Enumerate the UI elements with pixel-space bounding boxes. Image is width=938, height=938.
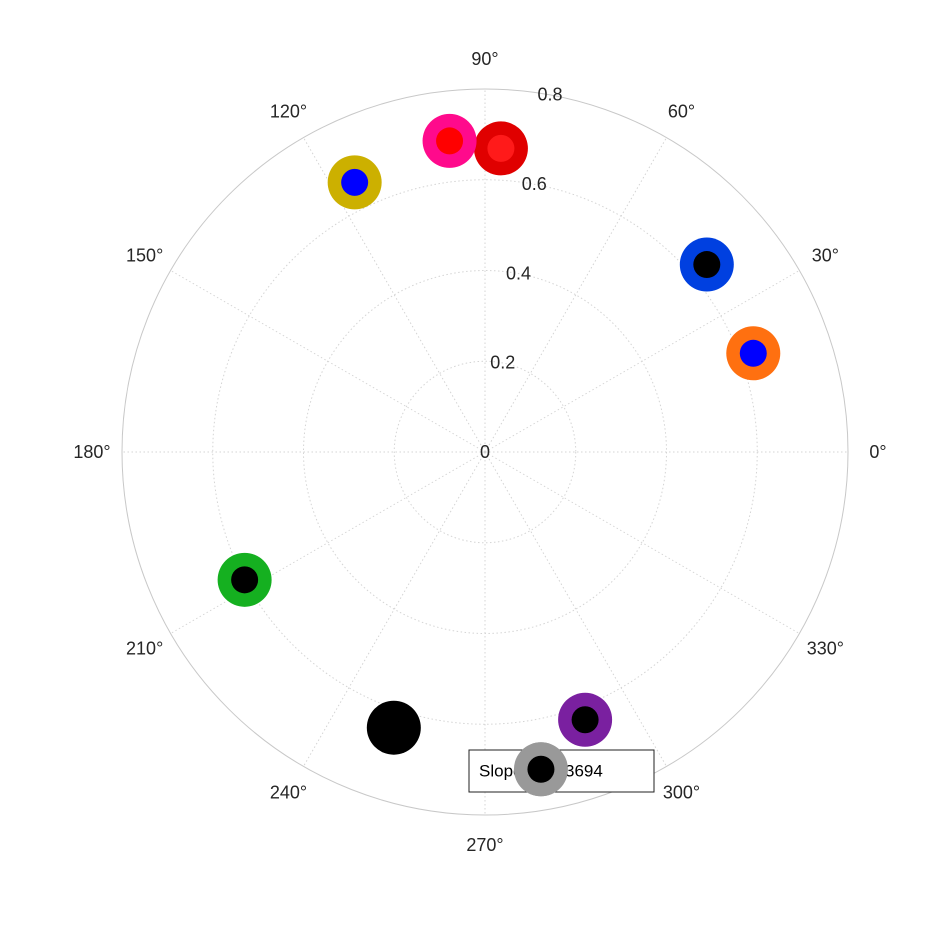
- data-point-inner[interactable]: [527, 755, 555, 783]
- outer-ring: [121, 88, 849, 816]
- angle-tick-label: 120°: [270, 102, 307, 122]
- angular-grid-line: [484, 451, 667, 767]
- data-point-inner[interactable]: [380, 714, 408, 742]
- data-point-inner[interactable]: [487, 134, 515, 162]
- angular-grid-line: [170, 270, 486, 453]
- angle-tick-label: 30°: [812, 246, 839, 266]
- data-point[interactable]: [473, 121, 528, 176]
- radial-grid-circle: [393, 360, 577, 544]
- angle-tick-label: 330°: [807, 639, 844, 659]
- radial-tick-label: 0.8: [538, 85, 563, 105]
- radial-tick-labels: 0 0.2 0.4 0.6 0.8: [480, 85, 563, 462]
- angular-grid-line: [484, 270, 800, 453]
- data-point[interactable]: [558, 692, 613, 747]
- data-point[interactable]: [726, 326, 781, 381]
- data-point-inner[interactable]: [739, 339, 767, 367]
- radial-tick-label: 0: [480, 442, 490, 462]
- angle-tick-labels: 0° 30° 60° 90° 120° 150° 180° 210° 240° 270° 300° 3…: [73, 49, 886, 855]
- angle-tick-label: 210°: [126, 639, 163, 659]
- data-point[interactable]: [217, 552, 272, 607]
- radial-tick-label: 0.4: [506, 263, 531, 283]
- data-point-inner[interactable]: [571, 706, 599, 734]
- angle-tick-label: 300°: [663, 782, 700, 802]
- angle-tick-label: 150°: [126, 246, 163, 266]
- angular-grid-line: [303, 451, 486, 767]
- data-point[interactable]: [679, 237, 734, 292]
- angular-grid-line: [484, 137, 667, 453]
- angular-grid-line: [484, 451, 800, 634]
- angular-grid-line: [170, 451, 486, 634]
- angle-tick-label: 270°: [466, 835, 503, 855]
- polar-grid: [121, 88, 849, 816]
- data-point-inner[interactable]: [693, 251, 721, 279]
- data-markers: [217, 113, 781, 797]
- data-point[interactable]: [366, 700, 421, 755]
- data-point-inner[interactable]: [341, 168, 369, 196]
- angle-tick-label: 60°: [668, 102, 695, 122]
- angle-tick-label: 0°: [869, 442, 886, 462]
- angle-tick-label: 180°: [73, 442, 110, 462]
- data-point-inner[interactable]: [231, 566, 259, 594]
- angle-tick-label: 240°: [270, 782, 307, 802]
- angle-tick-label: 90°: [471, 49, 498, 69]
- angular-grid-line: [303, 137, 486, 453]
- radial-tick-label: 0.2: [490, 353, 515, 373]
- data-point[interactable]: [327, 155, 382, 210]
- radial-tick-label: 0.6: [522, 174, 547, 194]
- data-point[interactable]: [513, 742, 568, 797]
- data-point-inner[interactable]: [436, 127, 464, 155]
- data-point[interactable]: [422, 113, 477, 168]
